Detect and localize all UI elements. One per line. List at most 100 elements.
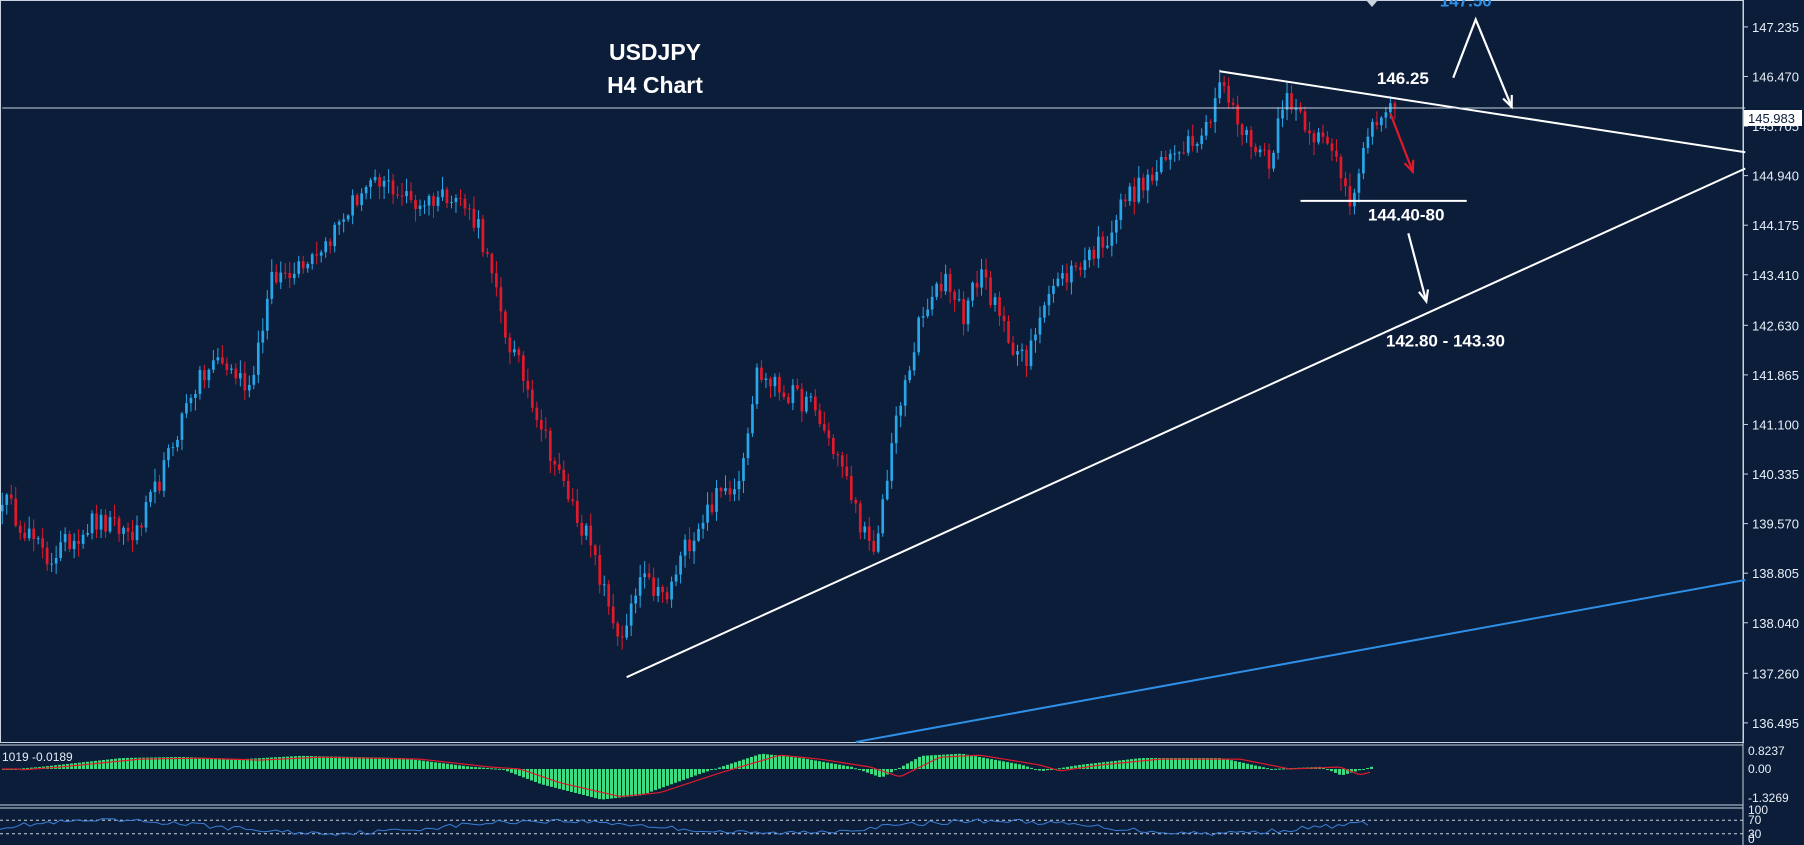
- candle-body: [1299, 107, 1302, 112]
- macd-histogram-bar: [950, 754, 953, 769]
- candle-body: [122, 527, 125, 534]
- candle-body: [840, 455, 844, 467]
- candle-body: [400, 195, 404, 197]
- macd-histogram-bar: [1170, 758, 1173, 769]
- candle-body: [1227, 85, 1230, 103]
- candle-body: [167, 448, 170, 461]
- macd-signal-line: [2, 754, 1371, 797]
- candle-body: [256, 342, 260, 375]
- macd-histogram-bar: [342, 756, 345, 769]
- candle-body: [1272, 152, 1275, 169]
- candle-body: [1240, 124, 1244, 135]
- macd-histogram-bar: [1130, 759, 1133, 769]
- macd-histogram-bar: [1362, 768, 1365, 770]
- macd-histogram-bar: [278, 757, 281, 769]
- candle-body: [643, 573, 646, 578]
- candle-body: [391, 180, 395, 195]
- macd-histogram-bar: [1366, 767, 1369, 769]
- candle-body: [468, 208, 471, 210]
- macd-histogram-bar: [602, 768, 605, 800]
- candle-body: [796, 385, 799, 389]
- macd-histogram-bar: [1102, 762, 1105, 769]
- candle-body: [1007, 321, 1010, 343]
- macd-histogram-bar: [394, 757, 397, 769]
- macd-histogram-bar: [86, 761, 89, 769]
- rsi-line: [0, 818, 1369, 836]
- candle-body: [1362, 147, 1365, 174]
- macd-histogram-bar: [482, 767, 485, 769]
- candle-body: [1114, 219, 1118, 233]
- macd-histogram-bar: [706, 768, 709, 772]
- candle-body: [602, 584, 606, 586]
- candle-body: [68, 534, 71, 550]
- candle-body: [858, 503, 862, 533]
- candle-body: [265, 298, 269, 331]
- macd-histogram-bar: [742, 759, 745, 769]
- candle-body: [86, 533, 89, 535]
- macd-histogram-bar: [702, 768, 705, 773]
- macd-histogram-bar: [810, 759, 813, 769]
- macd-histogram-bar: [1278, 768, 1281, 770]
- macd-histogram-bar: [1262, 767, 1265, 769]
- candle-body: [1303, 111, 1307, 131]
- macd-histogram-bar: [1078, 764, 1081, 769]
- macd-histogram-bar: [726, 764, 729, 769]
- price-annotations: 147.50 146.25 144.40-80 142.80 - 143.30: [1368, 0, 1505, 351]
- candle-body: [14, 498, 18, 526]
- macd-histogram-bar: [1338, 768, 1341, 775]
- candle-body: [1236, 104, 1239, 125]
- macd-histogram-bar: [1326, 768, 1329, 770]
- macd-histogram-bar: [694, 768, 697, 776]
- candle-body: [176, 439, 179, 448]
- candle-body: [1294, 107, 1298, 110]
- candle-body: [544, 429, 548, 431]
- macd-histogram-bar: [246, 758, 249, 769]
- candle-body: [580, 522, 584, 536]
- macd-histogram-bar: [770, 754, 773, 769]
- candle-body: [966, 300, 970, 325]
- candle-body: [1070, 265, 1073, 283]
- macd-histogram-bar: [1114, 760, 1117, 769]
- candle-body: [158, 481, 161, 491]
- chart-subtitle: H4 Chart: [607, 72, 703, 98]
- candle-body: [522, 355, 525, 381]
- macd-histogram-bar: [422, 760, 425, 769]
- macd-histogram-bar: [102, 760, 105, 769]
- macd-histogram-bar: [614, 768, 617, 799]
- candles-layer: [0, 69, 1397, 650]
- macd-histogram-bar: [1342, 768, 1345, 775]
- macd-histogram-bar: [182, 757, 185, 769]
- candle-body: [836, 454, 840, 456]
- macd-histogram-bar: [870, 768, 873, 775]
- candle-body: [1281, 109, 1284, 119]
- macd-histogram-bar: [998, 760, 1001, 769]
- macd-histogram-bar: [366, 757, 369, 769]
- candle-body: [1317, 132, 1320, 143]
- macd-histogram-bar: [990, 759, 993, 769]
- candle-body: [742, 458, 745, 482]
- candle-body: [562, 469, 566, 481]
- macd-histogram-bar: [470, 766, 473, 769]
- candle-body: [324, 241, 328, 253]
- candle-body: [674, 574, 678, 582]
- candle-body: [971, 282, 974, 301]
- macd-histogram-bar: [1026, 766, 1029, 769]
- candle-body: [1020, 349, 1024, 352]
- candle-body: [328, 241, 332, 247]
- candle-body: [292, 273, 296, 279]
- macd-histogram-bar: [646, 768, 649, 794]
- macd-histogram-bar: [846, 766, 849, 769]
- macd-histogram-bar: [106, 759, 109, 769]
- macd-histogram-bar: [638, 768, 641, 796]
- candle-body: [5, 494, 9, 505]
- macd-histogram-bar: [722, 766, 725, 769]
- candle-body: [1312, 133, 1316, 143]
- current-price-label: 145.983: [1748, 111, 1795, 126]
- candle-body: [216, 357, 220, 361]
- macd-histogram-bar: [674, 768, 677, 783]
- macd-histogram-bar: [1346, 768, 1349, 774]
- macd-histogram-bar: [1122, 760, 1125, 769]
- macd-histogram-bar: [1082, 764, 1085, 769]
- candle-body: [867, 526, 871, 541]
- macd-histogram-bar: [338, 756, 341, 769]
